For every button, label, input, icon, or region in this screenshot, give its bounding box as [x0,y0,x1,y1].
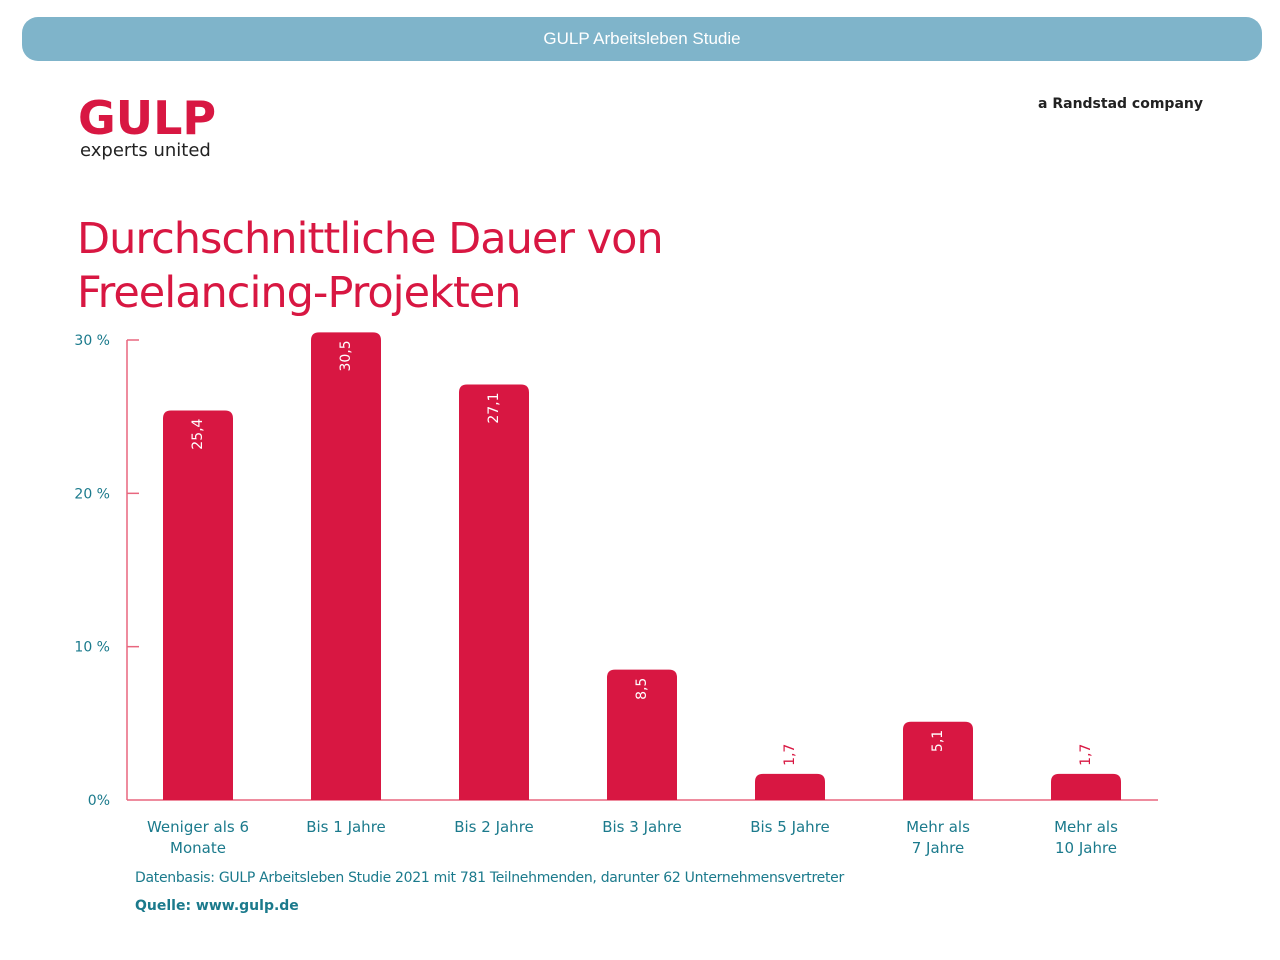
bar [607,669,677,800]
bar [755,773,825,800]
bar-value-label: 30,5 [338,340,354,371]
y-tick-label: 10 % [74,640,110,656]
bar-value-label: 1,7 [782,744,798,766]
bar-value-label: 25,4 [190,418,206,449]
bar [311,332,381,800]
bar-value-label: 5,1 [930,730,946,752]
banner-title: GULP Arbeitsleben Studie [543,29,741,48]
x-category-label: Bis 1 Jahre [306,818,386,836]
x-category-label: Monate [170,839,226,857]
x-category-label: Weniger als 6 [147,818,249,836]
bar-value-label: 8,5 [634,678,650,700]
banner: GULP Arbeitsleben Studie [22,17,1262,61]
bar [459,384,529,800]
company-tag: a Randstad company [1038,96,1203,112]
bar [903,721,973,800]
x-category-label: 7 Jahre [912,839,965,857]
chart-title: Durchschnittliche Dauer von Freelancing-… [77,214,664,318]
y-tick-label: 20 % [74,486,110,502]
bar [1051,773,1121,800]
gulp-logo: GULP [78,91,217,145]
x-category-label: Mehr als [906,818,970,836]
source-note: Quelle: www.gulp.de [135,898,299,914]
data-basis-note: Datenbasis: GULP Arbeitsleben Studie 202… [135,870,844,886]
x-category-label: Mehr als [1054,818,1118,836]
x-category-label: 10 Jahre [1055,839,1117,857]
logo-tagline: experts united [80,140,211,161]
bar [163,410,233,800]
y-tick-label: 30 % [74,333,110,349]
x-category-label: Bis 2 Jahre [454,818,534,836]
bar-value-label: 27,1 [486,392,502,423]
bar-value-label: 1,7 [1078,744,1094,766]
x-category-label: Bis 5 Jahre [750,818,830,836]
y-tick-label: 0% [88,793,110,809]
x-category-label: Bis 3 Jahre [602,818,682,836]
